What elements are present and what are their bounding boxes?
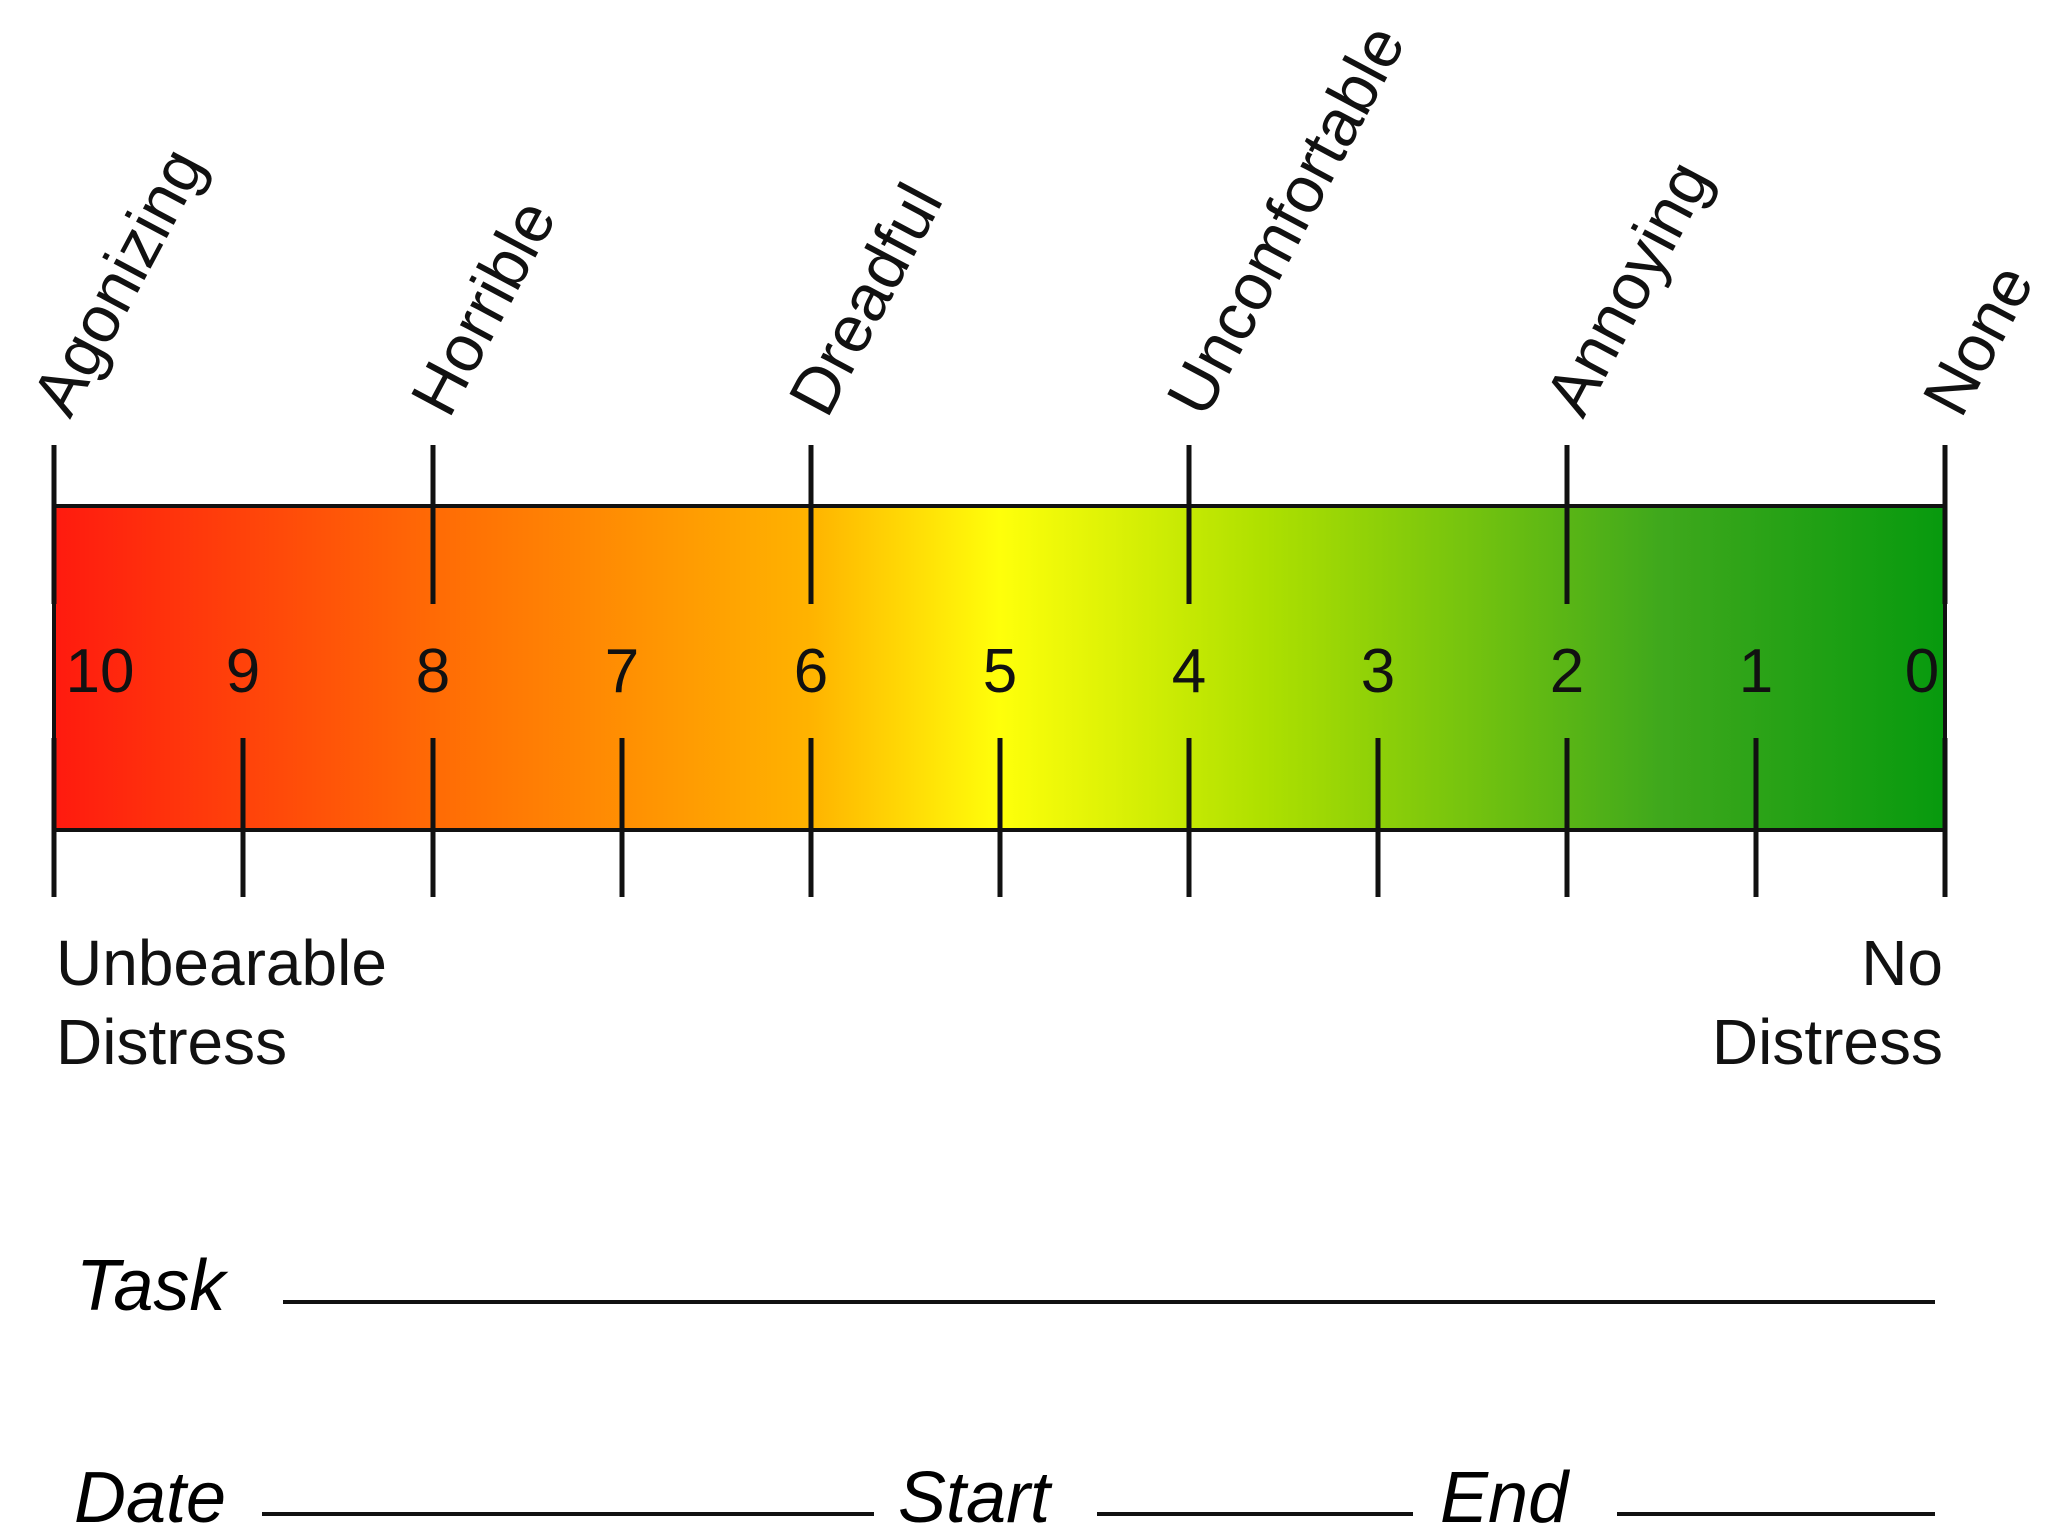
start-field[interactable] xyxy=(1097,1512,1413,1516)
start-label: Start xyxy=(898,1458,1051,1538)
descriptor-labels: Agonizing Horrible Dreadful Uncomfortabl… xyxy=(17,13,2047,427)
scale-number: 4 xyxy=(1172,637,1206,706)
left-caption: Unbearable Distress xyxy=(56,927,387,1078)
scale-number: 8 xyxy=(416,637,450,706)
end-label: End xyxy=(1440,1458,1569,1538)
scale-number: 6 xyxy=(794,637,828,706)
scale-numbers: 10 9 8 7 6 5 4 3 2 1 0 xyxy=(66,637,1940,706)
end-field[interactable] xyxy=(1617,1512,1935,1516)
label-agonizing: Agonizing xyxy=(17,136,218,427)
label-annoying: Annoying xyxy=(1530,149,1725,427)
right-caption-line: Distress xyxy=(1712,1006,1943,1078)
label-none: None xyxy=(1908,253,2047,427)
top-ticks xyxy=(51,445,1948,604)
bottom-ticks xyxy=(51,738,1948,897)
scale-number: 5 xyxy=(983,637,1017,706)
scale-number: 3 xyxy=(1361,637,1395,706)
date-field[interactable] xyxy=(262,1512,874,1516)
label-dreadful: Dreadful xyxy=(774,172,956,427)
scale-number: 9 xyxy=(226,637,260,706)
scale-number: 0 xyxy=(1905,637,1939,706)
task-label: Task xyxy=(76,1246,226,1326)
left-caption-line: Distress xyxy=(56,1006,287,1078)
right-caption-line: No xyxy=(1861,927,1943,999)
right-caption: No Distress xyxy=(1712,927,1943,1078)
scale-number: 7 xyxy=(605,637,639,706)
label-horrible: Horrible xyxy=(396,188,570,427)
task-field[interactable] xyxy=(283,1300,1935,1304)
scale-number: 1 xyxy=(1739,637,1773,706)
left-caption-line: Unbearable xyxy=(56,927,387,999)
scale-number: 2 xyxy=(1550,637,1584,706)
scale-number: 10 xyxy=(66,637,135,706)
label-uncomfortable: Uncomfortable xyxy=(1152,13,1419,427)
date-label: Date xyxy=(74,1458,227,1538)
